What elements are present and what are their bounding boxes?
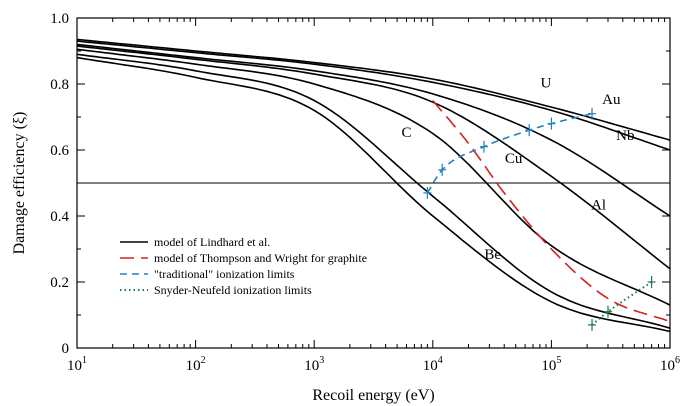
x-tick-base: 10 bbox=[67, 358, 82, 374]
series-line-lindhard-c bbox=[76, 53, 671, 329]
series-group bbox=[76, 38, 671, 333]
curve-label-c: C bbox=[401, 125, 411, 141]
x-axis-ticks: 101 102 103 104 105 106 bbox=[67, 18, 680, 374]
legend-label-thompson: model of Thompson and Wright for graphit… bbox=[154, 251, 367, 265]
legend-label-traditional: "traditional" ionization limits bbox=[154, 267, 295, 281]
x-axis-label: Recoil energy (eV) bbox=[312, 387, 434, 404]
curve-label-u: U bbox=[541, 75, 552, 91]
curve-label-be: Be bbox=[484, 247, 501, 263]
x-tick-label: 103 bbox=[304, 355, 324, 374]
x-tick-exponent: 4 bbox=[438, 355, 443, 366]
series-line-lindhard-be bbox=[76, 56, 671, 333]
legend-label-snyder: Snyder-Neufeld ionization limits bbox=[154, 283, 312, 297]
y-tick-label: 0.6 bbox=[50, 143, 69, 159]
x-tick-label: 105 bbox=[541, 355, 561, 374]
series-line-lindhard-au bbox=[76, 40, 671, 151]
legend: model of Lindhard et al. model of Thompso… bbox=[120, 235, 367, 297]
x-tick-label: 106 bbox=[660, 355, 680, 374]
curve-label-nb: Nb bbox=[616, 128, 634, 144]
x-tick-label: 104 bbox=[423, 355, 443, 374]
y-axis-label: Damage efficiency (ξ) bbox=[11, 112, 28, 255]
series-line-traditional bbox=[426, 112, 593, 194]
y-tick-label: 0.2 bbox=[50, 275, 69, 291]
x-tick-exponent: 5 bbox=[556, 355, 561, 366]
x-tick-label: 102 bbox=[186, 355, 206, 374]
x-tick-base: 10 bbox=[186, 358, 201, 374]
plot-area bbox=[76, 17, 671, 349]
x-tick-exponent: 2 bbox=[201, 355, 206, 366]
series-line-lindhard-cu bbox=[76, 45, 671, 270]
x-tick-base: 10 bbox=[660, 358, 675, 374]
x-tick-exponent: 1 bbox=[82, 355, 87, 366]
series-line-lindhard-u bbox=[76, 38, 671, 141]
y-tick-label: 1.0 bbox=[50, 11, 69, 27]
y-tick-label: 0.8 bbox=[50, 77, 69, 93]
curve-label-cu: Cu bbox=[505, 151, 523, 167]
legend-label-lindhard: model of Lindhard et al. bbox=[154, 235, 270, 249]
x-tick-base: 10 bbox=[541, 358, 556, 374]
y-tick-label: 0.4 bbox=[50, 209, 69, 225]
curve-label-al: Al bbox=[591, 197, 606, 213]
y-tick-label: 0 bbox=[62, 341, 70, 357]
x-tick-base: 10 bbox=[423, 358, 438, 374]
curve-label-au: Au bbox=[602, 92, 621, 108]
curve-labels: U Au Nb Cu Al C Be bbox=[401, 75, 634, 263]
x-tick-base: 10 bbox=[304, 358, 319, 374]
x-tick-exponent: 6 bbox=[675, 355, 680, 366]
series-line-lindhard-al bbox=[76, 48, 671, 306]
x-tick-label: 101 bbox=[67, 355, 87, 374]
series-line-lindhard-nb bbox=[76, 43, 671, 217]
series-line-thompson bbox=[432, 99, 671, 323]
x-tick-exponent: 3 bbox=[319, 355, 324, 366]
